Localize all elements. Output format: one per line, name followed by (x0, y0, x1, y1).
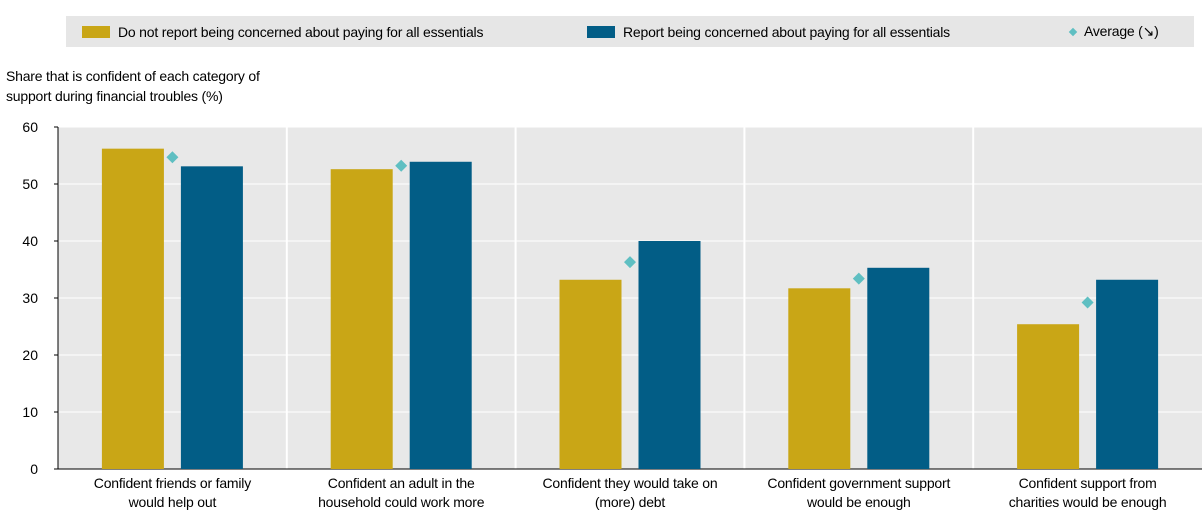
bar-not-concerned (1017, 324, 1080, 469)
x-category-label: charities would be enough (1009, 494, 1167, 510)
bar-concerned (867, 267, 930, 469)
y-tick-label: 0 (30, 461, 38, 477)
legend-item-concerned: Report being concerned about paying for … (587, 16, 950, 47)
x-category-label: Confident support from (1019, 475, 1157, 491)
legend: Do not report being concerned about payi… (66, 16, 1194, 47)
legend-swatch-not-concerned (82, 25, 110, 38)
x-category-label: household could work more (318, 494, 485, 510)
legend-item-not-concerned: Do not report being concerned about payi… (82, 16, 483, 47)
y-tick-label: 60 (22, 119, 38, 135)
x-category-label: would be enough (806, 494, 911, 510)
y-axis-title-line-2: support during financial troubles (%) (6, 88, 223, 104)
legend-item-average: Average (↘) (1068, 16, 1159, 47)
y-tick-label: 20 (22, 347, 38, 363)
average-marker (1081, 296, 1094, 309)
average-marker (166, 151, 179, 164)
x-category-label: Confident friends or family (94, 475, 251, 491)
bar-concerned (180, 166, 243, 469)
x-category-label: would help out (128, 494, 217, 510)
average-marker (852, 272, 865, 285)
legend-label-average: Average (↘) (1084, 23, 1159, 39)
bar-not-concerned (788, 288, 851, 469)
legend-label-not-concerned: Do not report being concerned about payi… (118, 23, 484, 40)
bar-concerned (638, 241, 701, 469)
bar-concerned (409, 161, 472, 469)
y-axis-title-line-1: Share that is confident of each category… (6, 68, 260, 84)
legend-label-concerned: Report being concerned about paying for … (623, 23, 950, 40)
y-axis-title: Share that is confident of each category… (6, 66, 346, 106)
x-category-label: Confident government support (767, 475, 950, 491)
x-category-label: Confident an adult in the (328, 475, 475, 491)
bar-concerned (1096, 279, 1159, 469)
y-tick-label: 10 (22, 404, 38, 420)
bar-not-concerned (101, 148, 164, 469)
y-tick-label: 30 (22, 290, 38, 306)
legend-swatch-concerned (587, 25, 615, 38)
bar-not-concerned (330, 169, 393, 469)
x-category-label: (more) debt (595, 494, 665, 510)
average-marker (624, 256, 636, 269)
y-tick-label: 50 (22, 176, 38, 192)
y-tick-label: 40 (22, 233, 38, 249)
average-marker (395, 159, 408, 172)
x-category-label: Confident they would take on (543, 475, 718, 491)
bar-not-concerned (559, 279, 622, 469)
